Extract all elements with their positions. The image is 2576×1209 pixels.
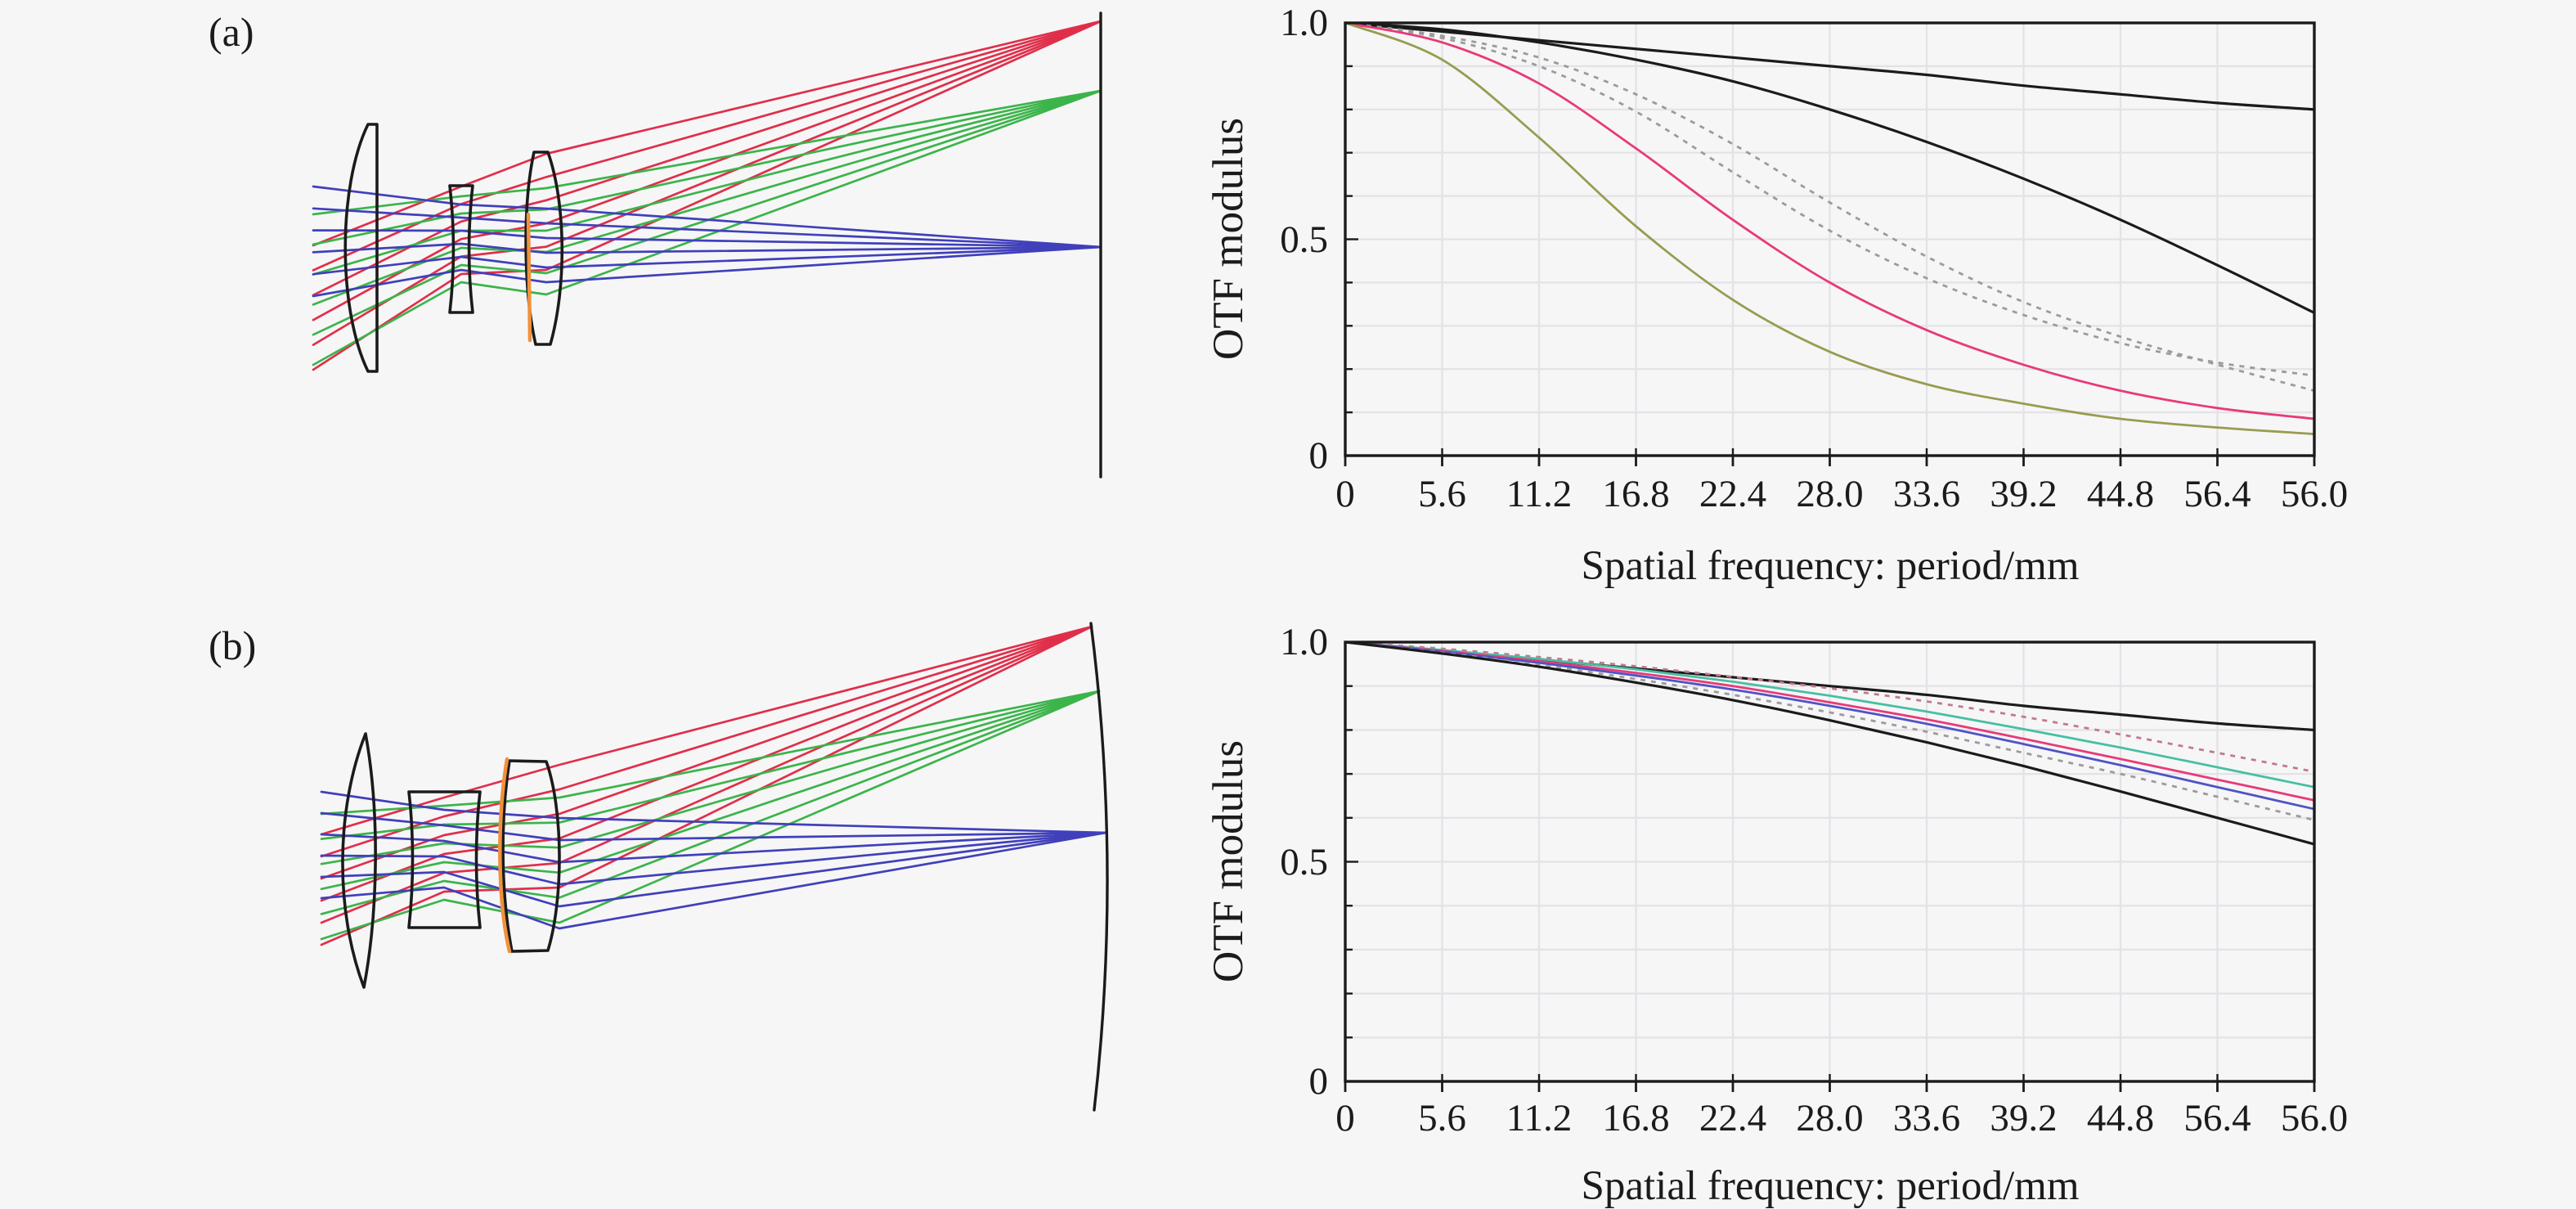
x-axis-title-a: Spatial frequency: period/mm [1581,543,2080,589]
front-lens [341,732,377,989]
x-tick-label: 39.2 [1990,473,2058,515]
grid-lines [1345,23,2314,456]
x-tick-label: 5.6 [1418,473,1466,515]
red-field-bundle-ray [312,20,1102,272]
otf-curve-gray-dashed [1344,640,2315,821]
otf-curve-blue-solid [1344,640,2315,811]
otf-curve-gray-dashed-2 [1344,21,2315,393]
x-tick-label: 56.0 [2280,1097,2349,1139]
y-tick-label: 1.0 [1280,621,1328,663]
x-tick-label: 5.6 [1418,1097,1466,1139]
x-tick-label: 22.4 [1699,1097,1767,1139]
x-tick-label: 0 [1335,473,1355,515]
otf-curve-black-solid-lower [1344,640,2315,846]
y-tick-label: 0 [1308,1060,1329,1103]
lens-diagram-a [312,11,1102,479]
x-tick-label: 56.4 [2183,1097,2251,1139]
green-field-bundle-ray [320,690,1101,891]
otf-curve-black-solid-lower [1344,21,2315,314]
aperture-stop-icon [498,757,512,954]
x-tick-label: 0 [1335,1097,1355,1139]
otf-chart-a [1344,21,2316,466]
otf-curve-gray-dashed-1 [1344,21,2315,377]
green-field-bundle-ray [312,89,1102,366]
green-field-bundle-ray [312,89,1102,276]
red-field-bundle-ray [312,20,1102,247]
blue-axis-bundle-ray [320,831,1107,930]
rear-lens [501,759,561,953]
otf-chart-b [1344,640,2316,1092]
x-tick-label: 44.8 [2086,1097,2155,1139]
green-field-bundle-ray [312,89,1102,306]
panel-label-b: (b) [209,622,257,668]
x-axis-title-b: Spatial frequency: period/mm [1581,1163,2080,1209]
aperture-stop-icon [526,212,532,343]
green-field-bundle-ray [312,89,1102,216]
green-field-bundle-ray [312,89,1102,246]
blue-axis-bundle-ray [312,207,1102,249]
red-field-bundle-ray [320,625,1093,924]
y-tick-label: 1.0 [1280,2,1328,44]
x-tick-label: 56.4 [2183,473,2251,515]
otf-curves [1344,21,2315,435]
red-field-bundle-ray [312,20,1102,371]
otf-curve-red-gray-dashed [1344,640,2315,773]
otf-curve-pink-solid [1344,640,2315,802]
blue-axis-bundle-ray [312,185,1102,249]
x-tick-label: 39.2 [1990,1097,2058,1139]
x-tick-label: 33.6 [1892,1097,1961,1139]
x-tick-label: 28.0 [1796,473,1864,515]
otf-curve-olive-gray-solid [1344,21,2315,435]
y-tick-label: 0 [1308,434,1329,477]
x-tick-label: 56.0 [2280,473,2349,515]
x-tick-label: 16.8 [1602,473,1670,515]
x-tick-label: 44.8 [2086,473,2155,515]
x-tick-label: 11.2 [1506,473,1573,515]
middle-lens [448,184,474,314]
curved-image-plane [1089,622,1109,1112]
x-tick-label: 33.6 [1892,473,1961,515]
blue-axis-bundle-ray [312,245,1102,276]
red-field-bundle-ray [320,625,1093,836]
axes-frame [1344,640,2316,1092]
otf-curve-teal-solid [1344,640,2315,789]
y-tick-label: 0.5 [1280,218,1328,261]
front-lens [343,123,379,373]
rear-lens [524,151,564,346]
x-tick-label: 22.4 [1699,473,1767,515]
x-tick-label: 16.8 [1602,1097,1670,1139]
blue-axis-bundle-ray [312,245,1102,298]
grid-lines [1345,642,2314,1081]
red-field-bundle-ray [312,20,1102,346]
blue-axis-bundle-ray [312,242,1102,254]
blue-axis-bundle-ray [312,229,1102,249]
otf-curve-pink-solid [1344,21,2315,420]
x-tick-label: 28.0 [1796,1097,1864,1139]
otf-curves [1344,640,2315,846]
panel-label-a: (a) [209,9,254,55]
x-tick-label: 11.2 [1506,1097,1573,1139]
green-field-bundle-ray [312,89,1102,336]
middle-lens [407,790,482,929]
lens-diagram-b [320,622,1109,1112]
y-tick-label: 0.5 [1280,840,1328,883]
axes-frame [1344,21,2316,466]
